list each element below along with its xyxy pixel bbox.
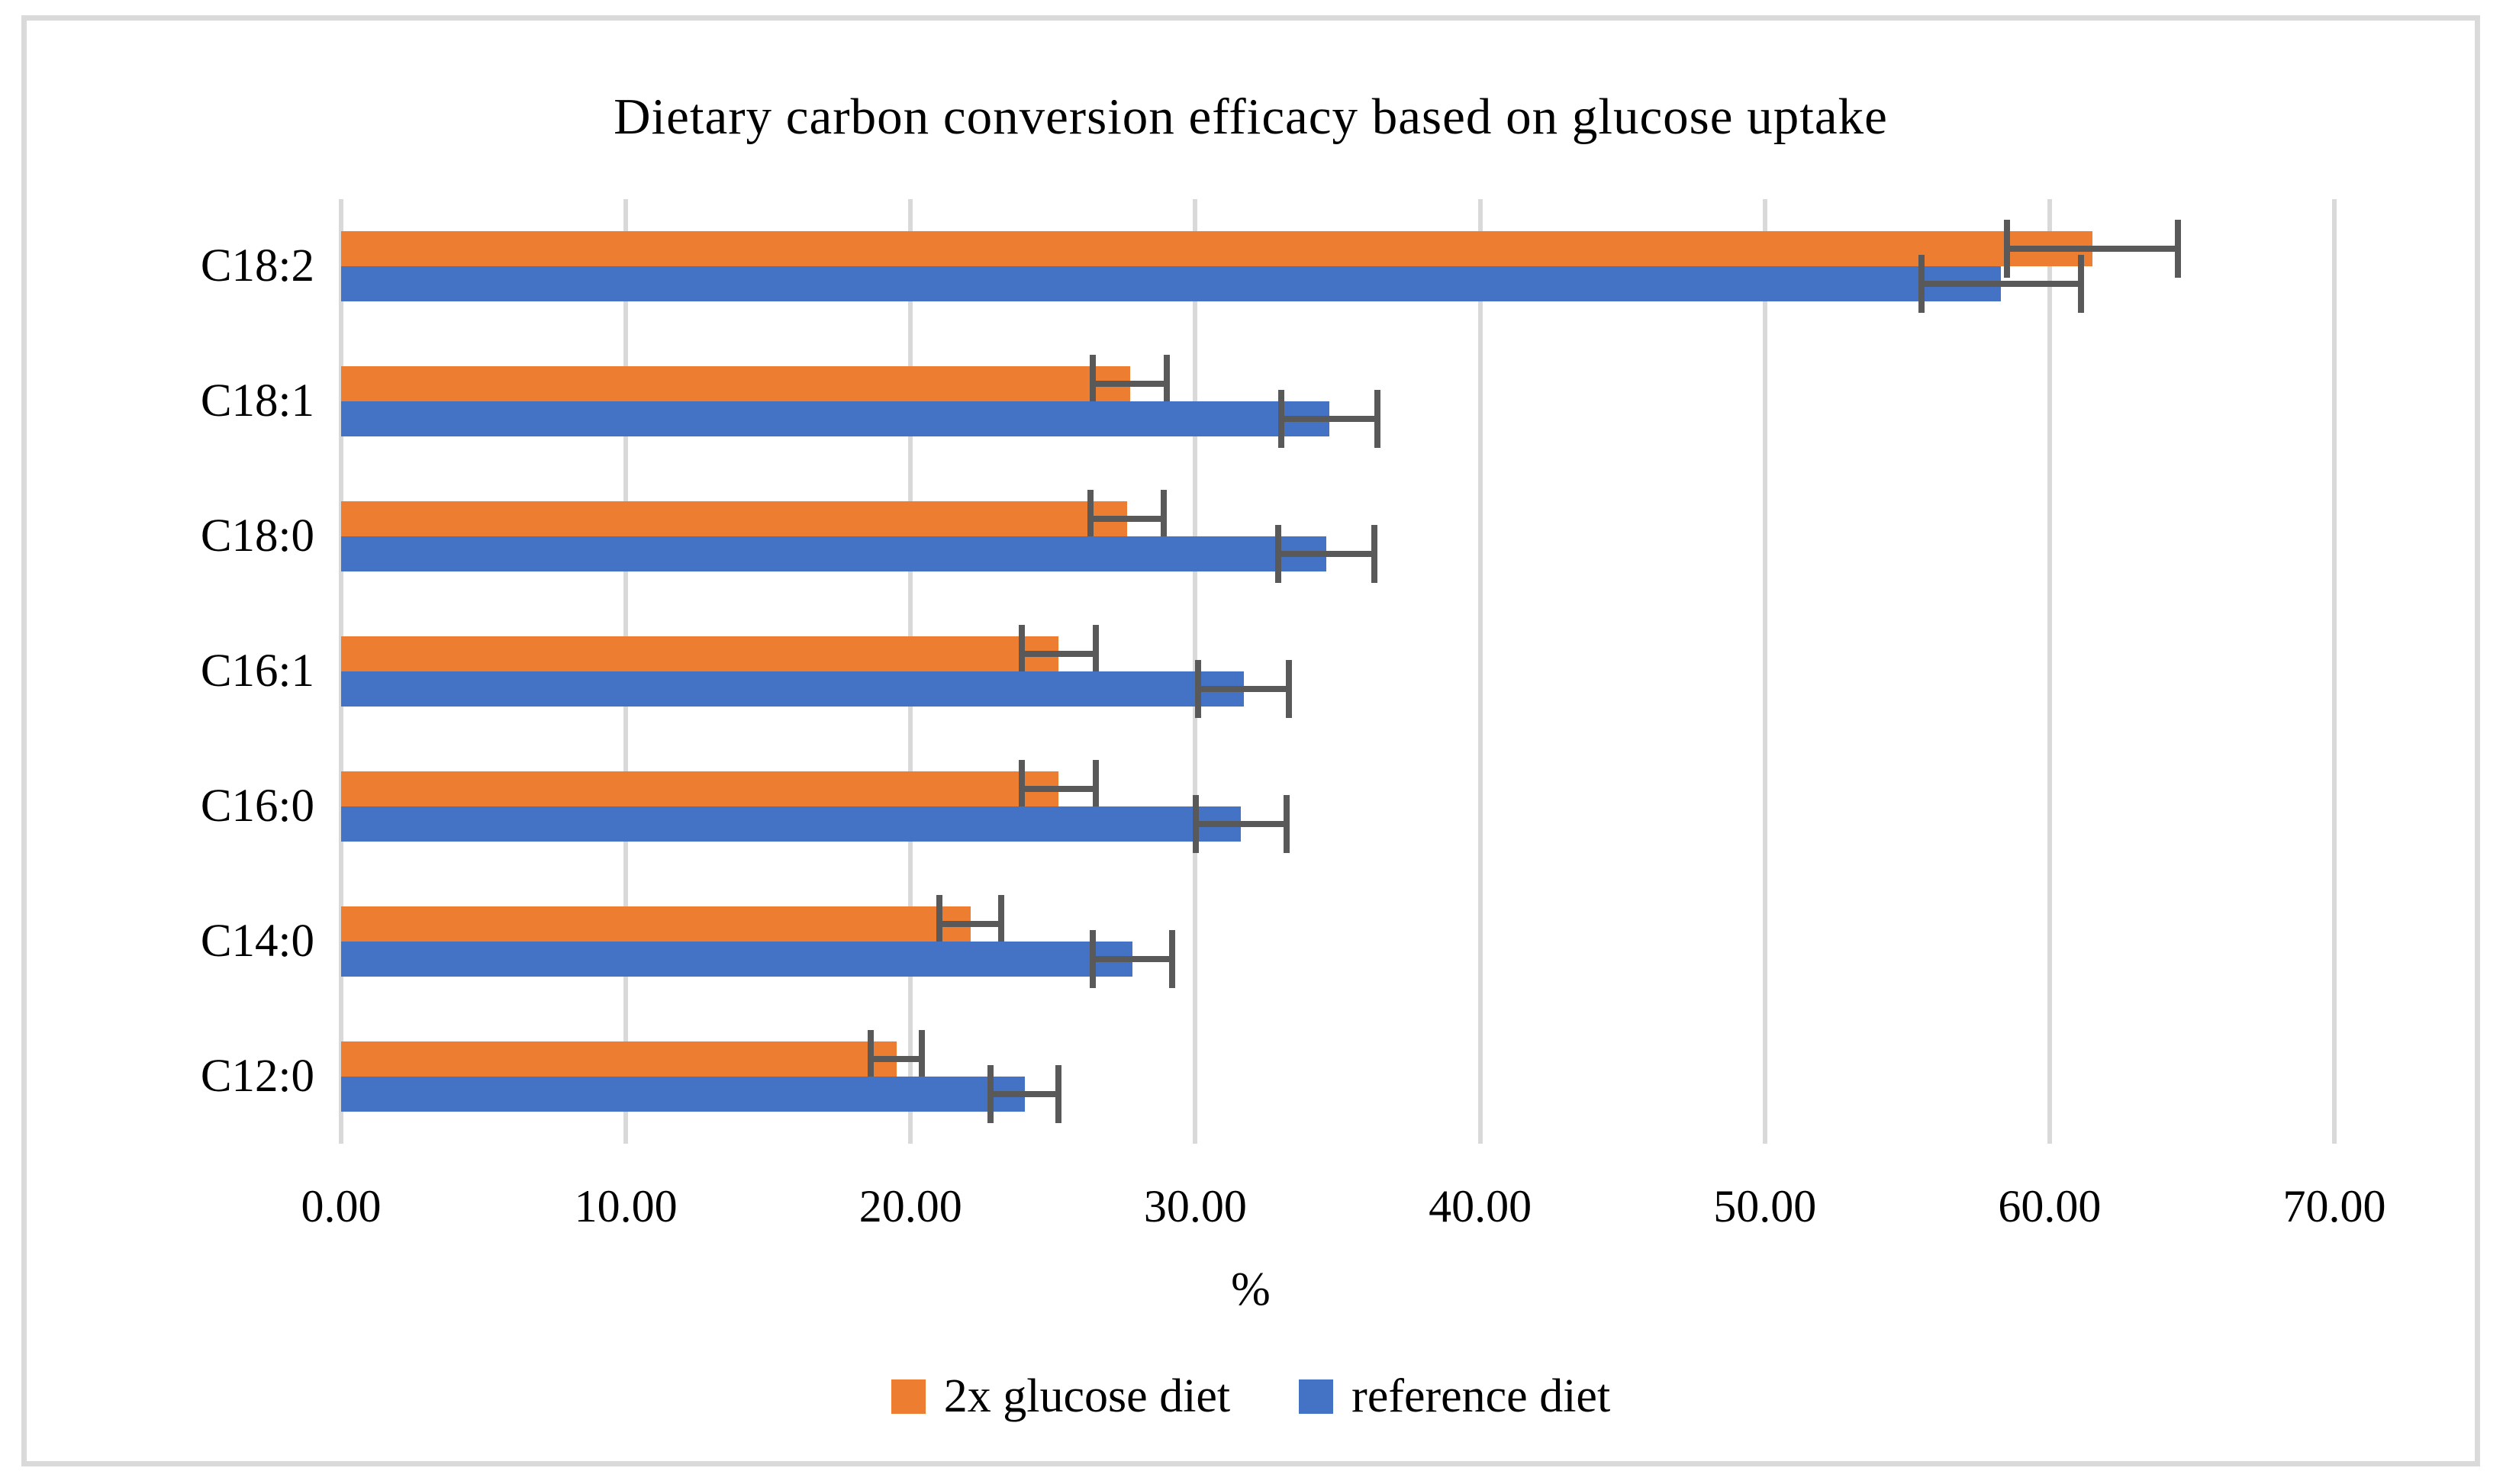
- error-bar-cap: [1090, 929, 1097, 988]
- gridline: [2047, 199, 2052, 1144]
- error-bar-cap: [998, 894, 1005, 953]
- category-label-C18:0: C18:0: [200, 510, 314, 562]
- legend-swatch-icon: [891, 1379, 926, 1414]
- error-bar: [1019, 651, 1099, 657]
- error-bar: [936, 920, 1005, 927]
- error-bar: [1090, 955, 1176, 962]
- error-bar-cap: [1192, 794, 1199, 853]
- error-bar-cap: [1090, 355, 1097, 414]
- x-axis-title: %: [1231, 1263, 1271, 1315]
- error-bar: [1277, 416, 1380, 423]
- legend-label: 2x glucose diet: [943, 1370, 1231, 1422]
- legend: 2x glucose diet reference diet: [27, 1370, 2475, 1424]
- category-label-C14:0: C14:0: [200, 915, 314, 967]
- error-bar-cap: [1163, 355, 1170, 414]
- error-bar: [1195, 686, 1293, 692]
- category-label-C18:1: C18:1: [200, 375, 314, 427]
- gridline: [1477, 199, 1483, 1144]
- bar-2x-glucose-diet-C18:1: [341, 366, 1130, 402]
- x-tick-label: 30.00: [1143, 1181, 1247, 1231]
- legend-item-reference-diet: reference diet: [1299, 1370, 1610, 1424]
- error-bar-cap: [1918, 255, 1925, 314]
- chart-title: Dietary carbon conversion efficacy based…: [614, 89, 1888, 145]
- error-bar-cap: [987, 1064, 994, 1123]
- legend-label: reference diet: [1351, 1370, 1611, 1422]
- bar-reference-diet-C12:0: [341, 1076, 1025, 1112]
- bar-reference-diet-C18:1: [341, 401, 1329, 437]
- bar-2x-glucose-diet-C12:0: [341, 1041, 897, 1077]
- error-bar-cap: [1092, 759, 1099, 818]
- error-bar-cap: [1274, 525, 1281, 584]
- error-bar-cap: [936, 894, 942, 953]
- x-tick-label: 0.00: [301, 1181, 382, 1231]
- error-bar-cap: [2004, 220, 2011, 278]
- error-bar-cap: [1019, 759, 1026, 818]
- legend-swatch-icon: [1299, 1379, 1334, 1414]
- error-bar: [1274, 551, 1378, 558]
- error-bar-cap: [1374, 390, 1380, 449]
- bar-reference-diet-C18:0: [341, 536, 1327, 572]
- error-bar-cap: [1277, 390, 1284, 449]
- x-tick-label: 20.00: [858, 1181, 962, 1231]
- error-bar-cap: [1195, 660, 1202, 718]
- bar-2x-glucose-diet-C16:1: [341, 636, 1059, 671]
- gridline: [2332, 199, 2337, 1144]
- bar-2x-glucose-diet-C14:0: [341, 906, 971, 942]
- error-bar-cap: [1087, 490, 1094, 549]
- error-bar: [1087, 516, 1168, 523]
- error-bar: [987, 1090, 1062, 1097]
- error-bar-cap: [2174, 220, 2181, 278]
- error-bar: [1192, 820, 1290, 827]
- category-label-C12:0: C12:0: [200, 1050, 314, 1102]
- error-bar-cap: [1169, 929, 1176, 988]
- error-bar: [1918, 281, 2084, 288]
- legend-item-2x-glucose-diet: 2x glucose diet: [891, 1370, 1230, 1424]
- error-bar-cap: [1055, 1064, 1062, 1123]
- category-label-C16:0: C16:0: [200, 780, 314, 832]
- x-tick-label: 70.00: [2282, 1181, 2386, 1231]
- error-bar-cap: [1286, 660, 1293, 718]
- bar-reference-diet-C14:0: [341, 941, 1133, 977]
- bar-2x-glucose-diet-C16:0: [341, 771, 1059, 806]
- gridline: [1762, 199, 1767, 1144]
- error-bar-cap: [918, 1029, 925, 1088]
- error-bar-cap: [1019, 625, 1026, 683]
- plot-area: C18:2 C18:1 C18:0 C16:1 C16:0 C14:0 C12:0 0.00 1…: [27, 21, 2475, 1461]
- error-bar-cap: [868, 1029, 875, 1088]
- x-tick-label: 50.00: [1713, 1181, 1817, 1231]
- error-bar: [1019, 785, 1099, 792]
- x-tick-label: 10.00: [574, 1181, 678, 1231]
- bar-2x-glucose-diet-C18:2: [341, 231, 2092, 267]
- bar-2x-glucose-diet-C18:0: [341, 501, 1127, 537]
- error-bar-cap: [1283, 794, 1290, 853]
- x-tick-label: 60.00: [1998, 1181, 2102, 1231]
- category-label-C18:2: C18:2: [200, 240, 314, 292]
- bar-reference-diet-C16:1: [341, 671, 1244, 707]
- bar-reference-diet-C18:2: [341, 266, 2002, 302]
- bar-reference-diet-C16:0: [341, 806, 1242, 842]
- chart-figure: Dietary carbon conversion efficacy based…: [21, 15, 2480, 1466]
- category-label-C16:1: C16:1: [200, 645, 314, 697]
- error-bar-cap: [1092, 625, 1099, 683]
- error-bar: [868, 1055, 925, 1062]
- error-bar-cap: [2077, 255, 2084, 314]
- error-bar: [1090, 381, 1170, 388]
- error-bar-cap: [1371, 525, 1378, 584]
- x-tick-label: 40.00: [1429, 1181, 1532, 1231]
- error-bar-cap: [1161, 490, 1168, 549]
- error-bar: [2004, 246, 2181, 253]
